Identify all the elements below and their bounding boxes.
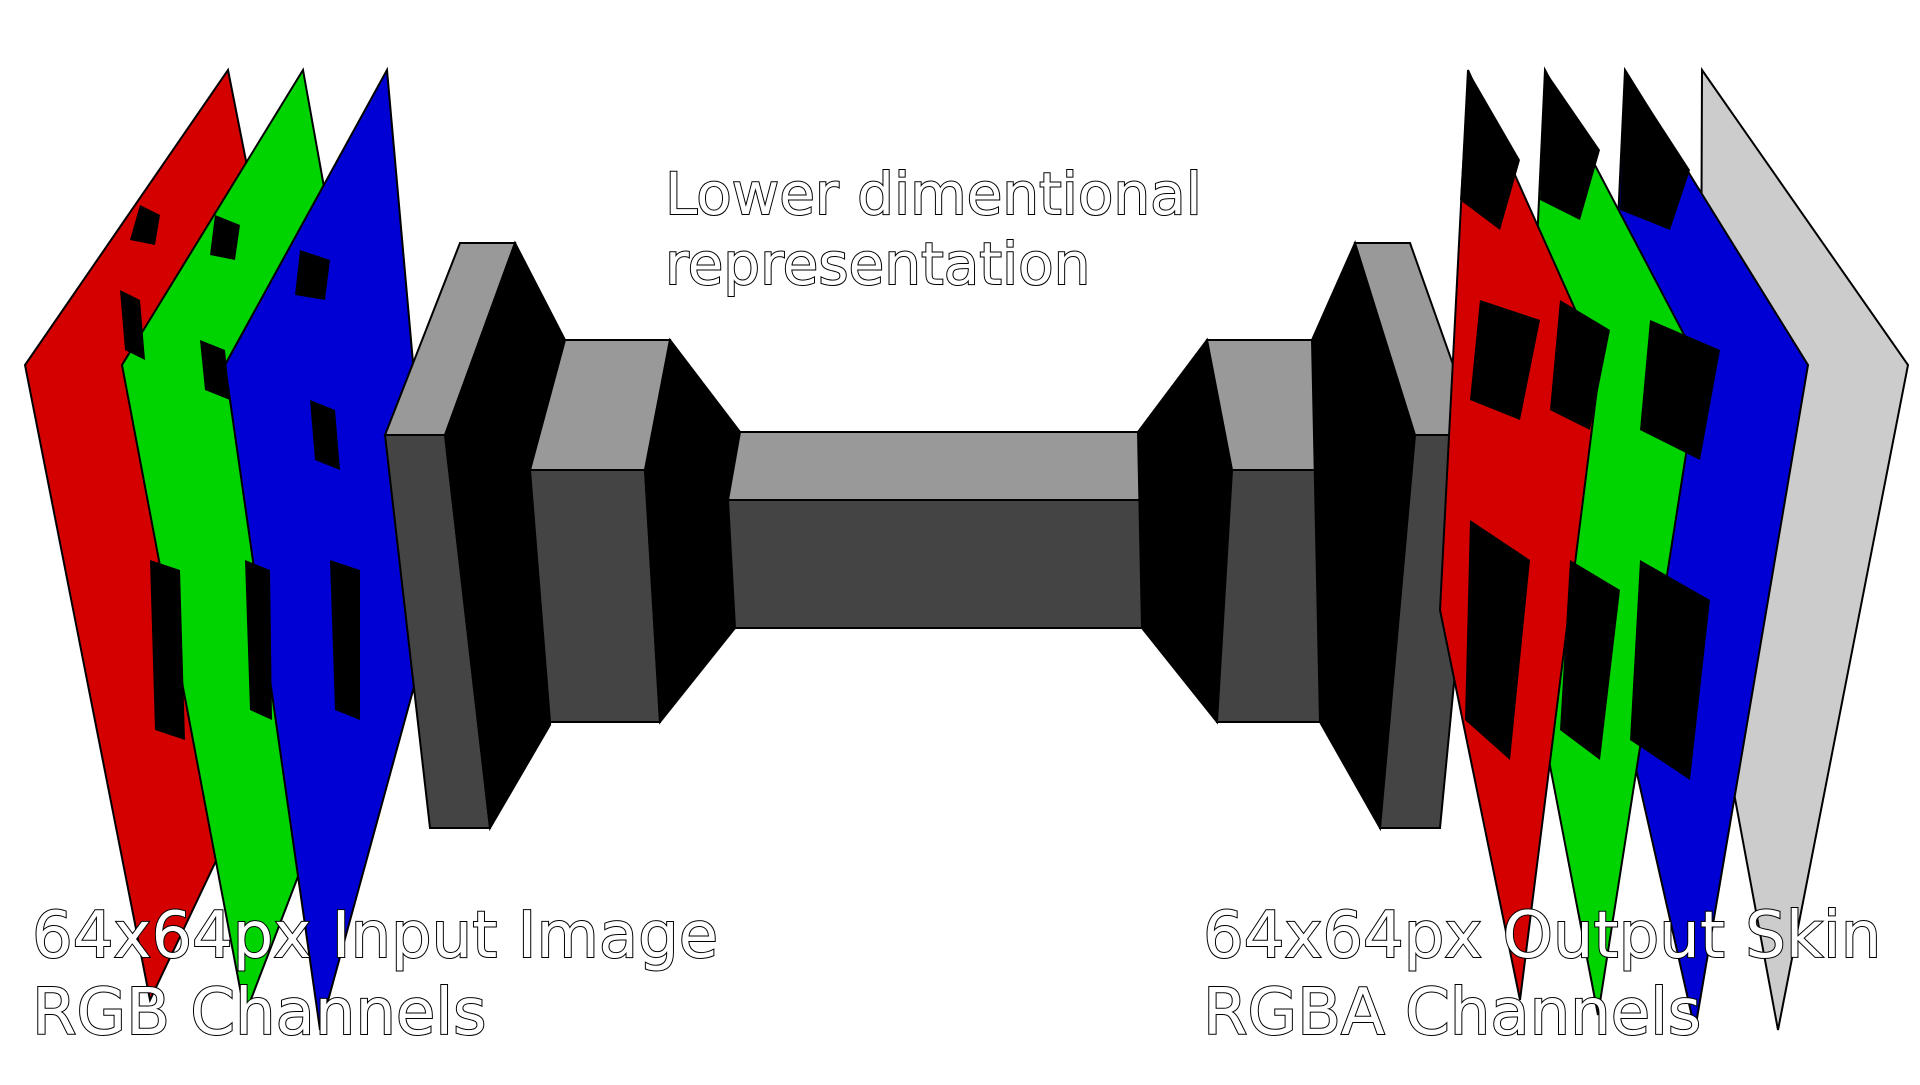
encoder-block-2-side [643, 337, 742, 725]
input-label-line-1: 64x64px Input Image [31, 898, 719, 974]
output-label-line-2: RGBA Channels [1202, 975, 1702, 1051]
latent-representation-label: Lower dimentional representation [664, 159, 1203, 299]
output-skin-label: 64x64px Output Skin RGBA Channels [1202, 898, 1882, 1052]
latent-label-line-2: representation [664, 229, 1091, 299]
output-label-line-1: 64x64px Output Skin [1202, 898, 1882, 974]
latent-block-top [726, 431, 1150, 501]
input-label-line-2: RGB Channels [31, 975, 487, 1051]
input-pixel-pattern [120, 205, 360, 740]
output-pixel-pattern [1460, 70, 1720, 780]
encoder-block-2-front [528, 469, 662, 723]
latent-label-line-1: Lower dimentional [664, 159, 1203, 229]
latent-block-front [726, 499, 1150, 629]
input-image-label: 64x64px Input Image RGB Channels [31, 898, 719, 1052]
